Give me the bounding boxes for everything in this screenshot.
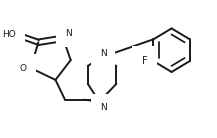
Text: N: N: [65, 29, 72, 38]
Text: N: N: [100, 103, 106, 112]
Text: N: N: [100, 49, 106, 58]
Text: O: O: [20, 63, 27, 72]
Text: F: F: [142, 56, 148, 66]
Text: HO: HO: [2, 30, 15, 39]
